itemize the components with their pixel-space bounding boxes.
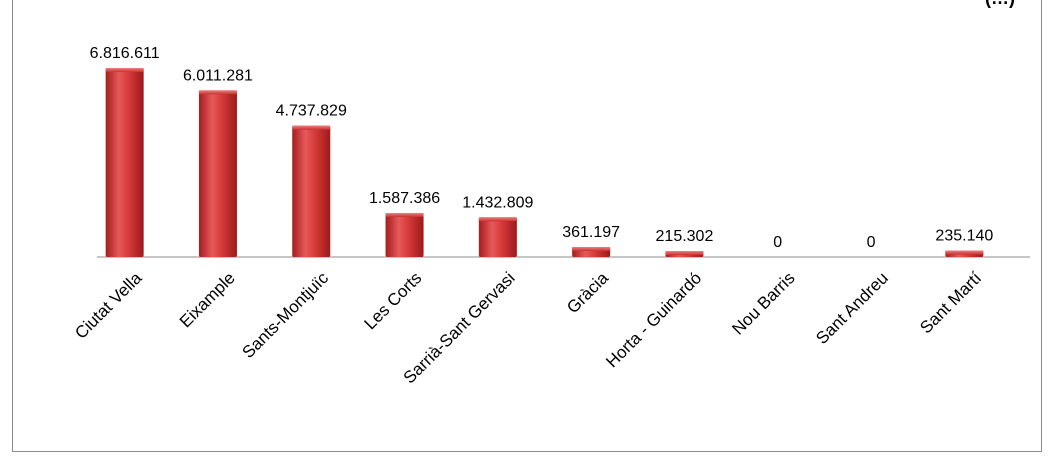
category-label-6: Horta - Guinardó <box>602 268 705 371</box>
bar-cap-2 <box>292 125 331 130</box>
bar-2 <box>292 125 331 257</box>
bar-0 <box>105 68 144 257</box>
bar-cap-0 <box>105 68 144 72</box>
category-label-5: Gràcia <box>563 268 612 317</box>
chart-title-fragment: (…) <box>985 0 1015 8</box>
value-label-4: 1.432.809 <box>462 194 533 211</box>
bar-cap-6 <box>665 251 704 256</box>
bar-cap-5 <box>572 246 611 251</box>
value-label-7: 0 <box>773 234 782 251</box>
value-label-1: 6.011.281 <box>183 67 253 84</box>
category-label-2: Sants-Montjuïc <box>238 268 332 362</box>
bar-cap-9 <box>945 250 984 255</box>
category-label-7: Nou Barris <box>728 268 798 338</box>
bar-cap-3 <box>385 212 424 217</box>
bar-4 <box>478 217 517 257</box>
category-label-1: Eixample <box>176 268 239 331</box>
bar-3 <box>385 212 424 257</box>
category-label-3: Les Corts <box>361 268 426 333</box>
value-label-9: 235.140 <box>935 227 993 244</box>
chart-frame <box>12 0 1042 452</box>
value-label-6: 215.302 <box>656 228 714 245</box>
bar-cap-1 <box>198 90 237 95</box>
value-label-3: 1.587.386 <box>369 190 440 207</box>
value-label-0: 6.816.611 <box>90 45 160 62</box>
value-label-8: 0 <box>867 234 876 251</box>
bar-cap-4 <box>478 217 517 222</box>
category-label-0: Ciutat Vella <box>71 268 146 343</box>
bar-1 <box>198 90 237 258</box>
value-label-2: 4.737.829 <box>276 103 347 120</box>
category-label-9: Sant Martí <box>916 268 985 337</box>
value-label-5: 361.197 <box>562 224 620 241</box>
category-label-8: Sant Andreu <box>812 268 892 348</box>
